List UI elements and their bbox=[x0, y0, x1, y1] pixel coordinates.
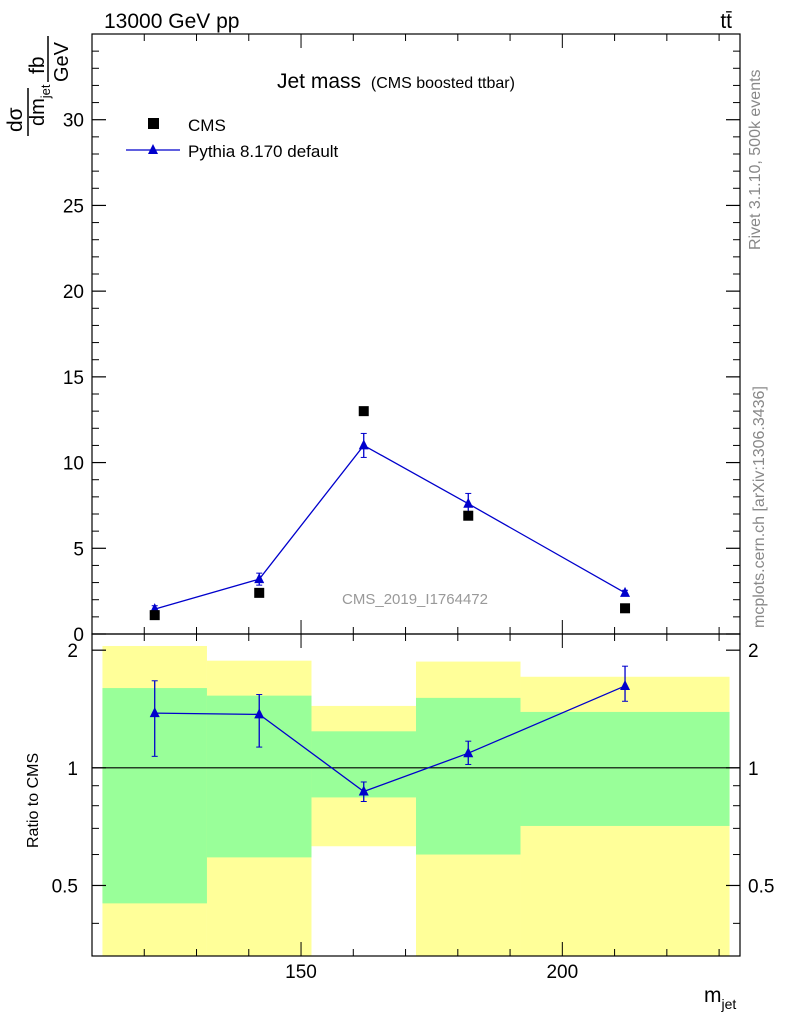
main-ytick-label-5: 25 bbox=[63, 196, 84, 217]
process-label: tt̄ bbox=[720, 10, 732, 33]
ylabel-den-left-group: dmjet bbox=[27, 84, 53, 126]
ratio-ytick-label-left-0: 0.5 bbox=[52, 876, 78, 897]
main-plot-marks bbox=[149, 406, 631, 621]
ratio-ytick-label-right-2: 2 bbox=[748, 641, 759, 662]
ratio-point-1 bbox=[254, 708, 265, 719]
main-ytick-label-0: 0 bbox=[73, 625, 84, 646]
ratio-uncertainty-bands bbox=[102, 645, 730, 956]
mc-point-1 bbox=[254, 573, 265, 584]
ylabel-num-left: dσ bbox=[4, 107, 27, 132]
xtick-label-1: 200 bbox=[546, 962, 578, 983]
title-main: Jet mass bbox=[277, 70, 361, 93]
ylabel-den-right: GeV bbox=[51, 41, 73, 82]
ratio-plot-marks bbox=[149, 665, 631, 803]
main-ytick-label-2: 10 bbox=[63, 454, 84, 475]
x-label-main: m bbox=[704, 984, 722, 1007]
ratio-ylabel: Ratio to CMS bbox=[25, 753, 42, 848]
ratio-point-2 bbox=[358, 785, 369, 796]
main-ytick-label-3: 15 bbox=[63, 368, 84, 389]
legend-marker-mc bbox=[148, 144, 158, 154]
cms-point-4 bbox=[620, 603, 631, 614]
main-ytick-label-4: 20 bbox=[63, 282, 84, 303]
ratio-ytick-label-left-2: 2 bbox=[67, 641, 78, 662]
cms-point-1 bbox=[254, 587, 265, 598]
legend-label-cms: CMS bbox=[188, 116, 226, 135]
mc-point-3 bbox=[463, 497, 474, 508]
inner-band-3 bbox=[416, 697, 521, 855]
mc-point-2 bbox=[358, 439, 369, 450]
x-axis-label: mjet bbox=[704, 984, 736, 1012]
main-y-ticks: 0 5 10 15 20 25 30 bbox=[63, 50, 740, 646]
mc-line bbox=[154, 444, 626, 610]
legend-marker-cms bbox=[148, 118, 159, 129]
x-label-sub: jet bbox=[721, 996, 737, 1012]
title-sub: (CMS boosted ttbar) bbox=[371, 75, 515, 92]
cms-point-2 bbox=[358, 406, 369, 417]
xtick-label-0: 150 bbox=[285, 962, 317, 983]
mc-point-4 bbox=[620, 586, 631, 597]
x-ticks: 150 200 bbox=[91, 34, 720, 983]
main-ytick-label-6: 30 bbox=[63, 111, 84, 132]
legend: CMS Pythia 8.170 default bbox=[126, 116, 339, 161]
energy-label: 13000 GeV pp bbox=[104, 10, 239, 33]
ratio-ytick-label-left-1: 1 bbox=[67, 759, 78, 780]
cms-point-3 bbox=[463, 510, 474, 521]
rivet-label: Rivet 3.1.10, 500k events bbox=[747, 69, 764, 250]
ratio-point-3 bbox=[463, 747, 474, 758]
main-ytick-label-1: 5 bbox=[73, 539, 84, 560]
analysis-watermark: CMS_2019_I1764472 bbox=[342, 591, 488, 608]
ylabel-den-left-text: dmjet bbox=[27, 84, 53, 126]
cms-point-0 bbox=[149, 610, 160, 621]
ratio-point-0 bbox=[149, 707, 160, 718]
inner-band-4 bbox=[520, 711, 730, 826]
ratio-ytick-label-right-0: 0.5 bbox=[748, 876, 774, 897]
ratio-y-ticks: 0.5 0.5 1 1 2 2 bbox=[52, 641, 774, 924]
plot-title: Jet mass (CMS boosted ttbar) bbox=[277, 70, 515, 93]
legend-label-mc: Pythia 8.170 default bbox=[188, 142, 339, 161]
ratio-plot-frame bbox=[91, 633, 741, 957]
ratio-ytick-label-right-1: 1 bbox=[748, 759, 759, 780]
ylabel-num-right: fb bbox=[26, 56, 49, 74]
mcplots-label: mcplots.cern.ch [arXiv:1306.3436] bbox=[751, 386, 768, 628]
ratio-point-4 bbox=[620, 679, 631, 690]
